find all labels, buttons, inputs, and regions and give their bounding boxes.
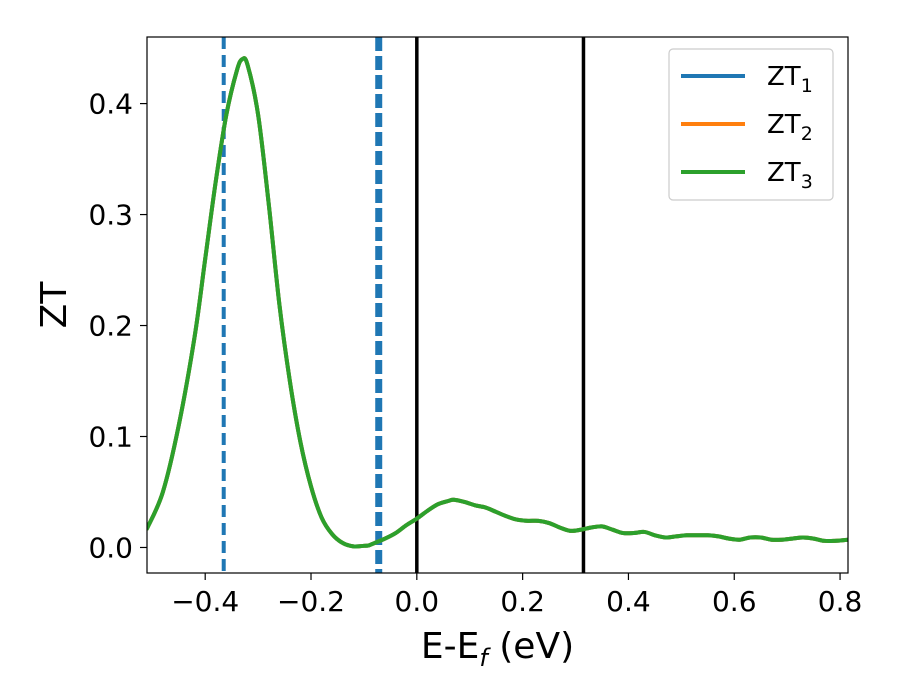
x-axis-title-unit: (eV) bbox=[488, 626, 574, 667]
legend-entry-2: ZT2 bbox=[681, 110, 813, 145]
x-tick-label: −0.2 bbox=[277, 585, 345, 618]
y-tick-label: 0.3 bbox=[88, 199, 133, 232]
legend-label-3: ZT3 bbox=[767, 158, 813, 193]
vertical-lines bbox=[221, 37, 586, 573]
x-axis-title-main: E-E bbox=[421, 626, 479, 667]
x-tick-label: 0.8 bbox=[818, 585, 863, 618]
y-tick-label: 0.4 bbox=[88, 88, 133, 121]
legend: ZT1 ZT2 ZT3 bbox=[668, 48, 834, 201]
legend-label-2: ZT2 bbox=[767, 110, 813, 145]
y-axis-title: ZT bbox=[34, 281, 75, 329]
x-tick-label: 0.2 bbox=[500, 585, 545, 618]
x-tick-label: −0.4 bbox=[171, 585, 239, 618]
x-tick-label: 0.0 bbox=[395, 585, 440, 618]
y-tick-label: 0.0 bbox=[88, 531, 133, 564]
x-tick-label: 0.6 bbox=[712, 585, 757, 618]
legend-box bbox=[668, 48, 834, 201]
legend-entry-3: ZT3 bbox=[681, 158, 813, 193]
x-axis-title: E-Ef (eV) bbox=[421, 626, 574, 672]
plot-frame bbox=[146, 36, 849, 574]
legend-entry-1: ZT1 bbox=[681, 62, 813, 97]
x-tick-label: 0.4 bbox=[606, 585, 651, 618]
series-lines bbox=[147, 56, 848, 549]
y-axis-ticks: 0.0 0.1 0.2 0.3 0.4 bbox=[88, 88, 147, 564]
y-tick-label: 0.1 bbox=[88, 421, 133, 454]
y-tick-label: 0.2 bbox=[88, 310, 133, 343]
series-line-3 bbox=[147, 56, 848, 549]
legend-label-1: ZT1 bbox=[767, 62, 813, 97]
x-axis-ticks: −0.4 −0.2 0.0 0.2 0.4 0.6 0.8 bbox=[171, 573, 862, 618]
